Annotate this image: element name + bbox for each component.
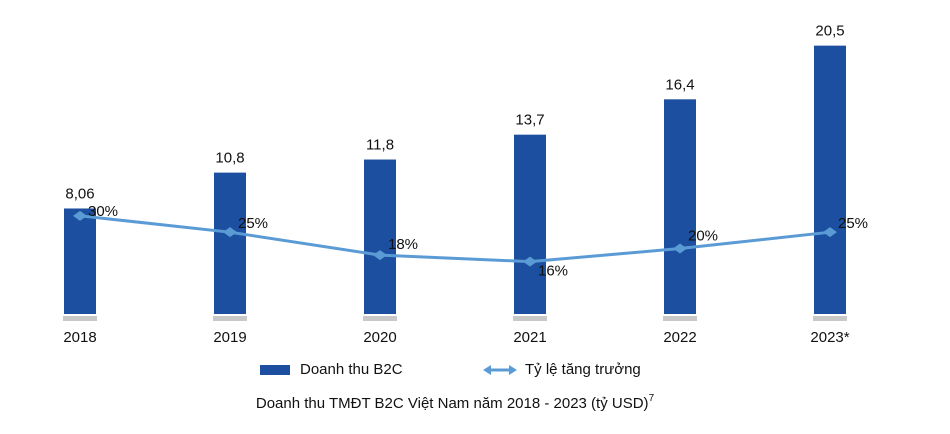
bar-value-label: 20,5 [815,23,844,40]
bar-value-label: 13,7 [515,112,544,129]
x-tick-label: 2021 [513,329,546,346]
bar [814,45,846,315]
bar [664,99,696,315]
line-value-label: 25% [838,215,868,232]
line-value-label: 16% [538,263,568,280]
line-marker [373,250,387,261]
base-tick [363,316,397,321]
line-value-label: 18% [388,236,418,253]
base-tick [813,316,847,321]
title-text: Doanh thu TMĐT B2C Việt Nam năm 2018 - 2… [256,395,649,412]
line-marker [223,227,237,238]
legend-item: Tỷ lệ tăng trưởng [483,361,641,378]
bar-value-label: 8,06 [65,185,94,202]
footnote-mark: 7 [649,393,655,404]
legend-arrow [483,365,491,375]
bar-value-label: 16,4 [665,76,694,93]
legend-swatch [260,365,290,375]
line-marker [673,243,687,254]
base-tick [213,316,247,321]
line-value-label: 30% [88,203,118,220]
x-tick-label: 2020 [363,329,396,346]
line-marker [523,256,537,267]
bar-value-label: 10,8 [215,150,244,167]
bar [214,172,246,314]
line-marker [73,210,87,221]
legend-item: Doanh thu B2C [260,361,403,378]
bar [364,159,396,314]
line-value-label: 25% [238,215,268,232]
chart-title: Doanh thu TMĐT B2C Việt Nam năm 2018 - 2… [256,393,655,412]
x-tick-label: 2018 [63,329,96,346]
line-marker [823,227,837,238]
line-value-label: 20% [688,228,718,245]
x-tick-label: 2023* [810,329,849,346]
base-tick [63,316,97,321]
legend-arrow [509,365,517,375]
x-tick-label: 2022 [663,329,696,346]
line [79,214,831,264]
bar [64,208,96,314]
base-tick [513,316,547,321]
x-tick-label: 2019 [213,329,246,346]
bar-value-label: 11,8 [366,136,394,153]
bar [514,134,546,314]
legend-label: Doanh thu B2C [300,361,403,378]
legend-label: Tỷ lệ tăng trưởng [525,361,641,378]
base-tick [663,316,697,321]
